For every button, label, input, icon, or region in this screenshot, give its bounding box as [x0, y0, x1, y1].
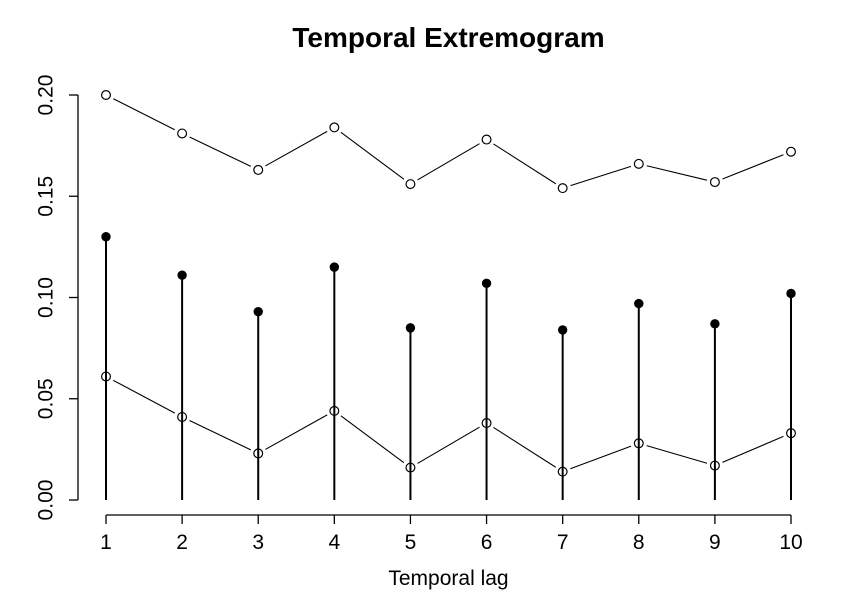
upper_band-segment	[722, 154, 784, 180]
upper_band-segment	[570, 165, 632, 187]
y-tick-label: 0.10	[35, 277, 58, 318]
y-tick-label: 0.15	[35, 176, 58, 217]
upper_band-point	[481, 134, 492, 145]
lower_band-point	[177, 411, 188, 422]
lower_band-segment	[189, 420, 252, 451]
x-tick-label: 7	[557, 531, 569, 554]
x-axis-label: Temporal lag	[388, 567, 509, 590]
upper_band-point	[709, 177, 720, 188]
lower_band-segment	[417, 426, 480, 464]
upper_band-segment	[493, 143, 557, 185]
y-tick-label: 0.00	[35, 480, 58, 521]
lower_band-segment	[722, 435, 784, 463]
extremogram_estimate-point	[710, 319, 720, 329]
upper_band-segment	[189, 136, 252, 167]
lower_band-point	[405, 462, 416, 473]
upper_band-point	[100, 89, 111, 100]
chart-title: Temporal Extremogram	[292, 22, 605, 53]
extremogram_estimate-point	[101, 232, 111, 242]
lower_band-segment	[493, 426, 557, 468]
lower_band-point	[709, 460, 720, 471]
upper_band-segment	[340, 131, 405, 180]
upper_band-segment	[265, 130, 328, 167]
x-tick-label: 4	[328, 531, 340, 554]
y-tick-label: 0.05	[35, 378, 58, 419]
lower_band-point	[481, 418, 492, 429]
x-tick-label: 5	[405, 531, 417, 554]
lower_band-point	[557, 466, 568, 477]
lower_band-point	[329, 405, 340, 416]
upper_band-point	[329, 122, 340, 133]
lower_band-point	[633, 438, 644, 449]
lower_band-segment	[112, 379, 176, 414]
lower_band-segment	[570, 445, 632, 470]
extremogram_estimate-point	[557, 325, 568, 335]
upper_band-segment	[646, 165, 708, 181]
lower_band-segment	[646, 445, 708, 464]
x-tick-label: 10	[779, 531, 802, 554]
upper_band-point	[253, 164, 264, 175]
lower_band-point	[785, 428, 796, 439]
extremogram_estimate-point	[253, 306, 263, 317]
extremogram_estimate-point	[481, 278, 492, 289]
upper_band-segment	[113, 98, 176, 131]
lower_band-segment	[265, 414, 328, 450]
x-tick-label: 8	[633, 531, 645, 554]
upper_band-point	[633, 158, 644, 169]
x-tick-label: 1	[100, 531, 112, 554]
x-tick-label: 6	[481, 531, 493, 554]
extremogram_estimate-point	[177, 270, 187, 280]
extremogram_estimate-point	[634, 298, 644, 309]
extremogram_estimate-point	[786, 288, 796, 299]
lower_band-segment	[340, 415, 405, 464]
upper_band-point	[557, 183, 568, 194]
x-tick-label: 9	[709, 531, 721, 554]
lower_band-point	[100, 371, 111, 382]
extremogram_estimate-point	[405, 323, 416, 333]
x-tick-label: 2	[176, 531, 188, 554]
lower_band-point	[253, 448, 264, 459]
extremogram_estimate-point	[329, 262, 340, 272]
y-tick-label: 0.20	[35, 75, 58, 116]
x-tick-label: 3	[252, 531, 264, 554]
upper_band-segment	[417, 143, 480, 181]
upper_band-point	[785, 146, 796, 157]
upper_band-point	[177, 128, 188, 139]
upper_band-point	[405, 179, 416, 190]
